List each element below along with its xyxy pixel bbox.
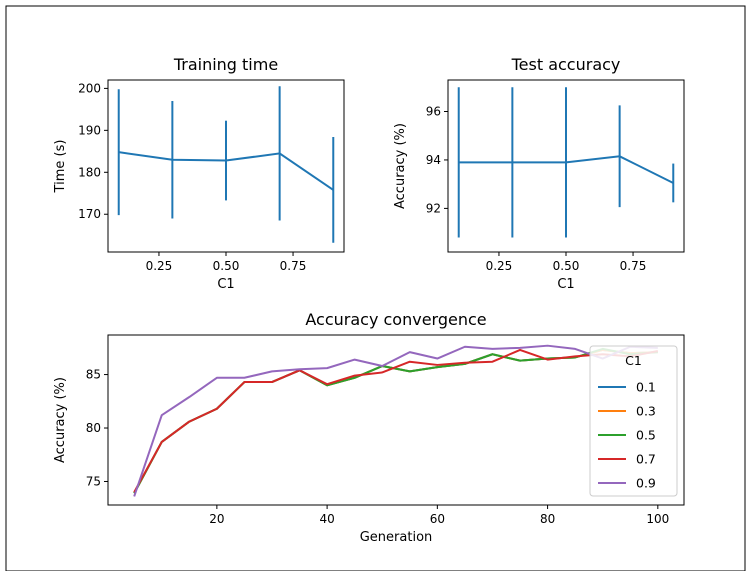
legend-title: C1 — [625, 353, 642, 368]
y-axis-label: Accuracy (%) — [393, 123, 408, 209]
x-tick-label: 80 — [540, 512, 555, 526]
legend: C1 0.1 0.3 0.5 0.7 0.9 — [589, 345, 678, 497]
chart-title: Training time — [173, 55, 278, 74]
x-tick-label: 0.50 — [553, 259, 580, 273]
y-axis-label: Time (s) — [53, 140, 68, 194]
legend-label: 0.3 — [636, 404, 656, 419]
chart-panel-1: 0.25 0.50 0.75 170 180 190 200 Training time C1 T… — [53, 55, 345, 292]
y-axis-label: Accuracy (%) — [53, 377, 68, 463]
x-tick-label: 0.75 — [280, 259, 307, 273]
series-line-0.7 — [133, 348, 659, 493]
x-tick-label: 0.75 — [620, 259, 647, 273]
legend-label: 0.1 — [636, 380, 656, 395]
legend-label: 0.5 — [636, 428, 656, 443]
plot-area — [133, 344, 659, 497]
x-axis-label: Generation — [360, 530, 433, 545]
plot-area — [117, 86, 335, 243]
y-tick-label: 94 — [426, 153, 441, 167]
y-tick-label: 92 — [426, 201, 441, 215]
y-tick-label: 75 — [86, 474, 101, 488]
x-axis-label: C1 — [557, 277, 574, 292]
chart-title: Test accuracy — [511, 55, 621, 74]
y-tick-label: 200 — [78, 81, 101, 95]
chart-panel-2: 0.25 0.50 0.75 92 94 96 Test accuracy C1 Accurac… — [393, 55, 685, 292]
charts: 0.25 0.50 0.75 170 180 190 200 Training time C1 T… — [53, 55, 685, 545]
x-tick-label: 0.25 — [486, 259, 513, 273]
figure-border — [5, 5, 746, 571]
y-tick-label: 96 — [426, 104, 441, 118]
x-tick-label: 60 — [430, 512, 445, 526]
legend-label: 0.9 — [636, 476, 656, 491]
y-tick-label: 80 — [86, 421, 101, 435]
chart-title: Accuracy convergence — [305, 310, 486, 329]
y-tick-label: 170 — [78, 207, 101, 221]
x-tick-label: 0.50 — [213, 259, 240, 273]
axes-frame — [107, 334, 685, 506]
legend-label: 0.7 — [636, 452, 656, 467]
x-tick-label: 40 — [319, 512, 334, 526]
plot-area — [457, 87, 675, 238]
legend-box — [589, 345, 678, 497]
chart-panel-3: 20 40 60 80 100 75 80 85 Accuracy convergence Gen… — [53, 310, 685, 545]
series-line-0.9 — [133, 344, 658, 497]
x-tick-label: 20 — [209, 512, 224, 526]
x-tick-label: 0.25 — [146, 259, 173, 273]
x-axis-label: C1 — [217, 277, 234, 292]
y-tick-label: 180 — [78, 165, 101, 179]
y-tick-label: 85 — [86, 368, 101, 382]
y-tick-label: 190 — [78, 123, 101, 137]
x-tick-label: 100 — [646, 512, 669, 526]
